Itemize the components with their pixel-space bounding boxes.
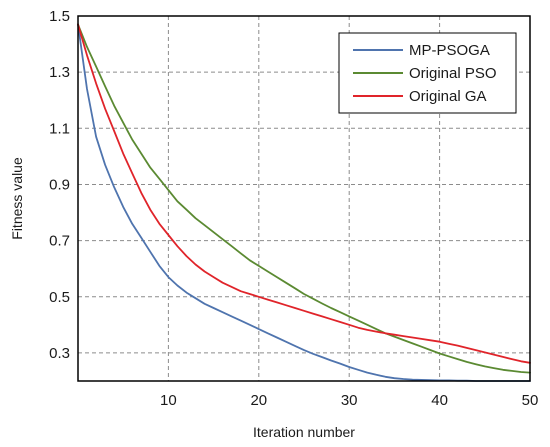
plot-area-border [77,15,531,382]
x-tick-label: 30 [341,392,358,409]
y-tick-label: 1.3 [49,64,70,81]
legend-label: MP-PSOGA [409,42,490,59]
y-tick-label: 1.1 [49,120,70,137]
y-tick-label: 0.5 [49,289,70,306]
y-tick-labels: 0.3 0.5 0.7 0.9 1.1 1.3 1.5 [49,8,70,362]
y-tick-label: 0.9 [49,176,70,193]
x-tick-label: 10 [160,392,177,409]
legend-items: MP-PSOGA Original PSO Original GA [353,42,497,105]
y-axis-title: Fitness value [9,157,25,240]
y-tick-label: 0.7 [49,233,70,250]
x-tick-label: 20 [250,392,267,409]
series-line-3 [77,23,531,364]
x-tick-labels: 10 20 30 40 50 [160,392,538,409]
legend-label: Original GA [409,88,487,105]
legend: MP-PSOGA Original PSO Original GA [338,32,517,114]
legend-label: Original PSO [409,65,497,82]
x-axis-title: Iteration number [253,424,355,440]
series-line-2 [77,23,531,374]
x-tick-label: 50 [522,392,539,409]
y-tick-label: 1.5 [49,8,70,25]
x-tick-label: 40 [431,392,448,409]
grid-lines [78,16,530,381]
y-tick-label: 0.3 [49,345,70,362]
